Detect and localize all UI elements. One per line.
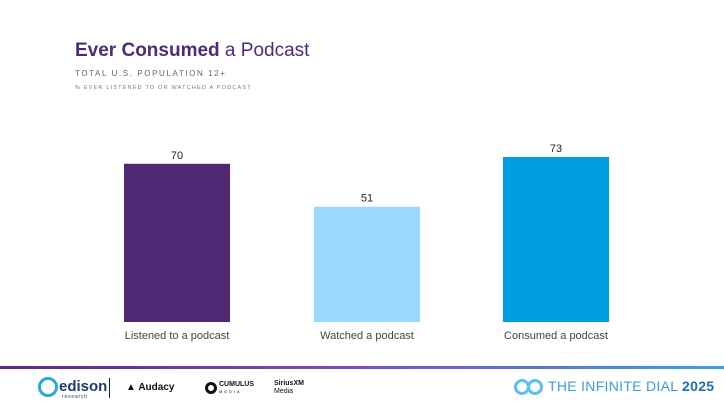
chart-subtitle: TOTAL U.S. POPULATION 12+ [75,69,227,78]
edison-subtext: research [62,394,88,400]
siriusxm-logo: SiriusXM Media [274,380,304,396]
cumulus-logo: CUMULUS MEDIA [205,381,254,395]
title-rest: a Podcast [219,40,310,61]
footer-divider-line [0,366,724,369]
audacy-logo-icon: ▲ [126,382,139,393]
data-label: 51 [361,193,373,205]
bar-consumed-a-podcast [503,157,609,322]
edison-logo-icon [38,377,58,397]
audacy-wordmark: Audacy [138,382,175,393]
edison-logo: edison research [38,377,108,400]
infinite-dial-logo: THE INFINITE DIAL 2025 [514,378,715,396]
cumulus-logo-icon [205,382,217,394]
cumulus-wordmark: CUMULUS [219,381,254,388]
title-bold: Ever Consumed [75,40,220,61]
category-label: Consumed a podcast [504,330,608,342]
category-label: Listened to a podcast [125,330,230,342]
logo-divider [109,378,110,398]
infinite-dial-logo-icon [514,379,544,396]
infinite-dial-year: 2025 [682,378,715,394]
data-label: 73 [550,143,562,155]
chart-note: % EVER LISTENED TO OR WATCHED A PODCAST [75,85,252,91]
infinite-dial-text: THE INFINITE DIAL [548,378,678,394]
data-label: 70 [171,150,183,162]
footer: edison research ▲ Audacy CUMULUS MEDIA Si… [0,369,724,407]
cumulus-subtext: MEDIA [219,389,242,394]
audacy-logo: ▲ Audacy [126,382,174,393]
siriusxm-subtext: Media [274,388,294,395]
bar-chart: 70 Listened to a podcast 51 Watched a podca… [124,143,609,342]
siriusxm-wordmark: SiriusXM [274,380,304,387]
page-title: Ever Consumed a Podcast [75,40,309,62]
bar-listened-to-a-podcast [124,163,230,322]
category-label: Watched a podcast [320,330,414,342]
edison-wordmark: edison [59,377,108,395]
bar-watched-a-podcast [314,206,420,322]
